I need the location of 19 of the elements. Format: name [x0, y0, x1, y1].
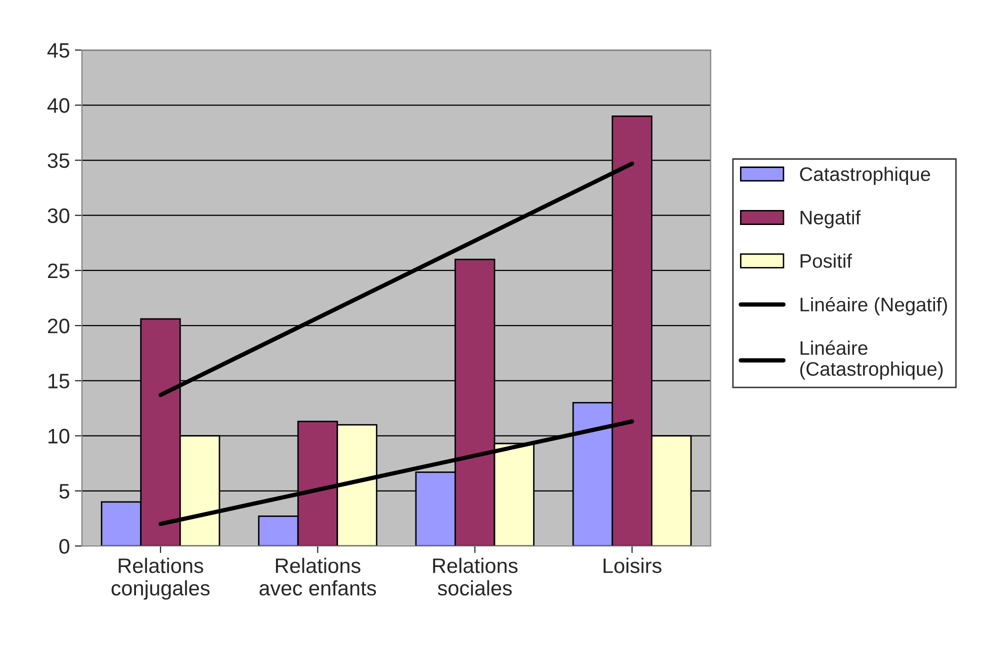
- legend-label: Positif: [800, 254, 852, 268]
- legend-label: Linéaire (Negatif): [800, 296, 947, 316]
- y-tick-label: 25: [48, 263, 70, 278]
- legend-label: Negatif: [800, 210, 861, 228]
- y-tick-label: 30: [48, 208, 70, 224]
- x-tick-label: Relations avec enfants: [260, 558, 376, 596]
- x-tick-label: Loisirs: [604, 558, 662, 574]
- legend-label: Catastrophique: [800, 166, 930, 185]
- y-tick-label: 15: [48, 374, 70, 388]
- legend-label: Linéaire (Catastrophique): [800, 340, 943, 380]
- y-tick-label: 10: [48, 428, 70, 444]
- y-tick-label: 45: [47, 43, 70, 58]
- y-tick-label: 0: [59, 539, 70, 554]
- y-tick-label: 5: [59, 484, 70, 499]
- x-tick-label: Relations conjugales: [112, 558, 210, 600]
- y-tick-label: 35: [48, 153, 70, 168]
- y-tick-label: 40: [47, 98, 70, 113]
- x-tick-label: Relations sociales: [433, 558, 518, 596]
- y-tick-label: 20: [48, 318, 70, 334]
